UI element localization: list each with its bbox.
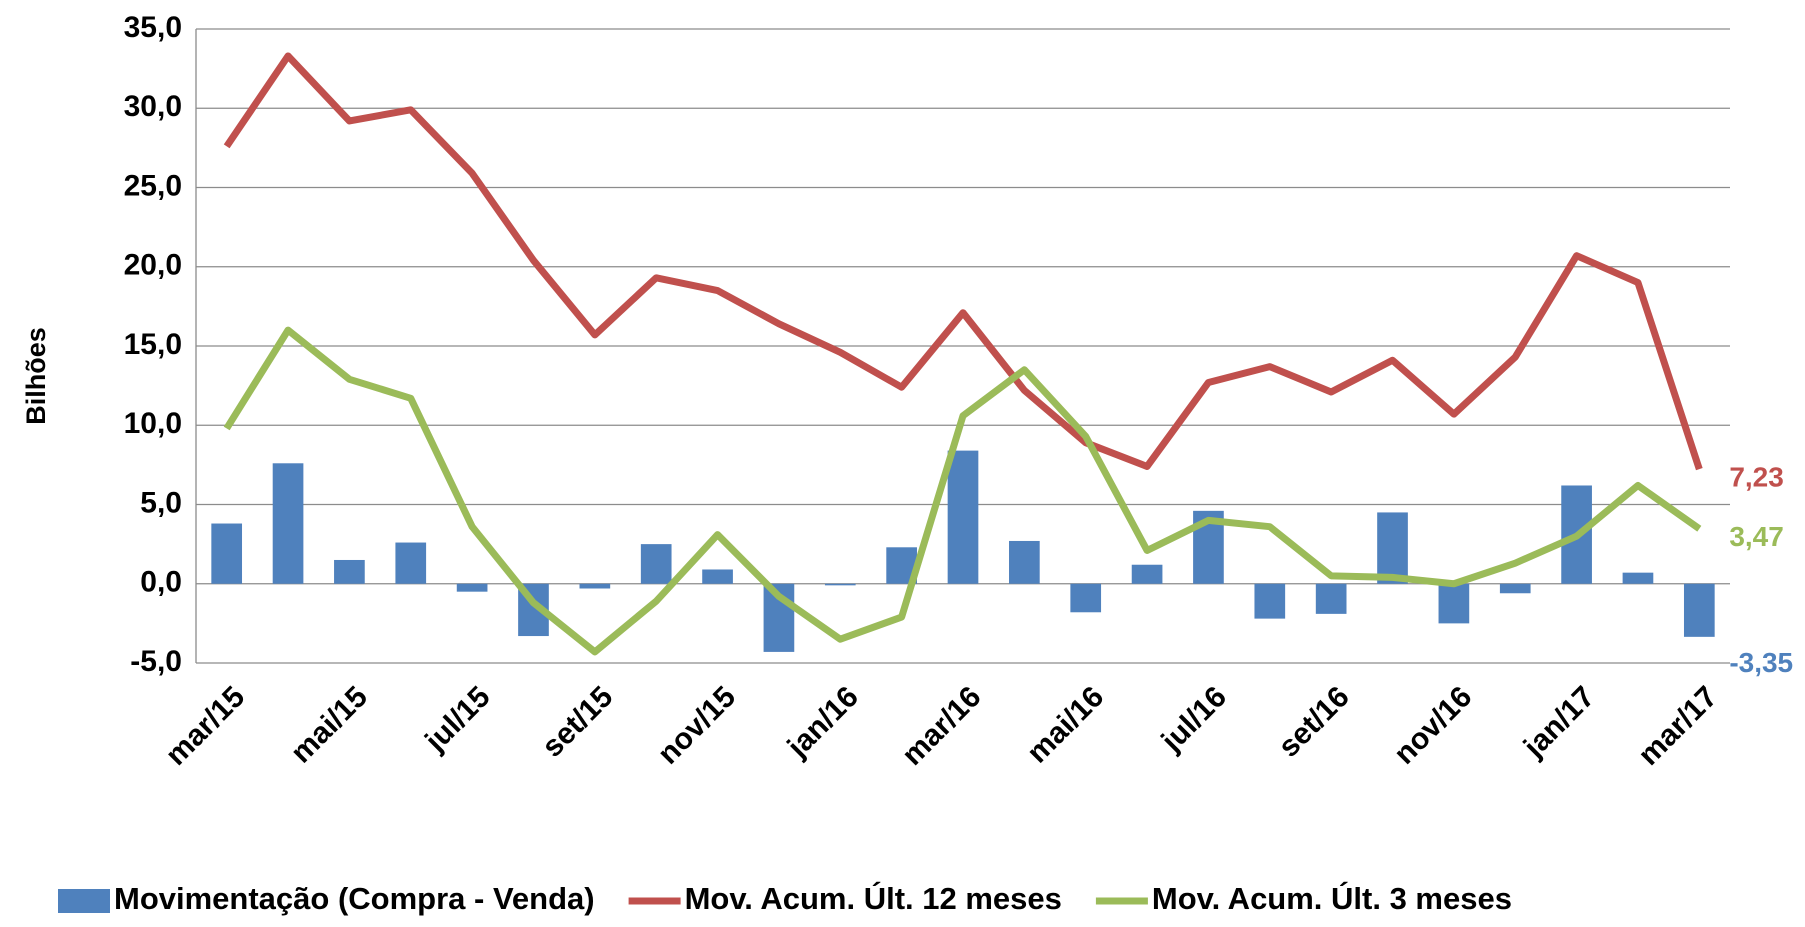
legend-swatch bbox=[58, 889, 110, 913]
x-tick-label: jan/16 bbox=[781, 680, 865, 764]
legend-label: Movimentação (Compra - Venda) bbox=[114, 881, 595, 916]
x-tick-label: jul/15 bbox=[418, 680, 496, 758]
bar bbox=[1377, 512, 1408, 584]
x-tick-label: mar/15 bbox=[159, 680, 251, 772]
data-label: 7,23 bbox=[1729, 462, 1784, 493]
x-tick-label: nov/16 bbox=[1388, 680, 1479, 771]
y-tick-label: 35,0 bbox=[124, 11, 182, 44]
bar bbox=[824, 583, 856, 586]
bar bbox=[456, 583, 488, 592]
bar bbox=[395, 542, 427, 584]
bar bbox=[1499, 583, 1531, 594]
x-tick-label: jul/16 bbox=[1155, 680, 1233, 758]
line bbox=[223, 52, 1703, 471]
bar bbox=[1315, 583, 1347, 614]
bar bbox=[334, 559, 365, 584]
bar bbox=[702, 569, 733, 584]
bar bbox=[1622, 572, 1654, 584]
y-tick-label: 20,0 bbox=[124, 249, 182, 282]
y-tick-label: 10,0 bbox=[124, 407, 182, 440]
x-tick-label: mar/16 bbox=[896, 680, 988, 772]
y-tick-label: 5,0 bbox=[140, 486, 182, 519]
x-tick-label: mar/17 bbox=[1632, 680, 1724, 772]
bar bbox=[579, 583, 611, 589]
x-tick-label: mai/15 bbox=[285, 680, 374, 769]
bar bbox=[211, 523, 243, 584]
bar bbox=[640, 544, 672, 584]
x-tick-label: set/16 bbox=[1272, 680, 1355, 763]
y-tick-label: 0,0 bbox=[140, 566, 182, 599]
y-tick-label: 15,0 bbox=[124, 328, 182, 361]
bar bbox=[1070, 583, 1102, 613]
legend-label: Mov. Acum. Últ. 3 meses bbox=[1152, 880, 1512, 916]
y-tick-label: 25,0 bbox=[124, 169, 182, 202]
x-tick-label: set/15 bbox=[536, 680, 619, 763]
bar bbox=[272, 463, 304, 584]
bar bbox=[1683, 583, 1715, 637]
data-label: -3,35 bbox=[1729, 647, 1793, 678]
x-tick-label: mai/16 bbox=[1021, 680, 1110, 769]
y-tick-label: -5,0 bbox=[130, 645, 182, 678]
legend-label: Mov. Acum. Últ. 12 meses bbox=[685, 880, 1062, 916]
line bbox=[223, 326, 1702, 656]
bar bbox=[947, 450, 979, 584]
y-tick-label: 30,0 bbox=[124, 90, 182, 123]
bar bbox=[1254, 583, 1286, 619]
bar bbox=[1438, 583, 1470, 624]
data-label: 3,47 bbox=[1729, 521, 1784, 552]
y-axis-label: Bilhões bbox=[21, 327, 51, 425]
bar bbox=[1131, 564, 1163, 584]
x-tick-label: jan/17 bbox=[1517, 680, 1601, 764]
bar bbox=[1009, 540, 1040, 584]
x-tick-label: nov/15 bbox=[652, 680, 743, 771]
